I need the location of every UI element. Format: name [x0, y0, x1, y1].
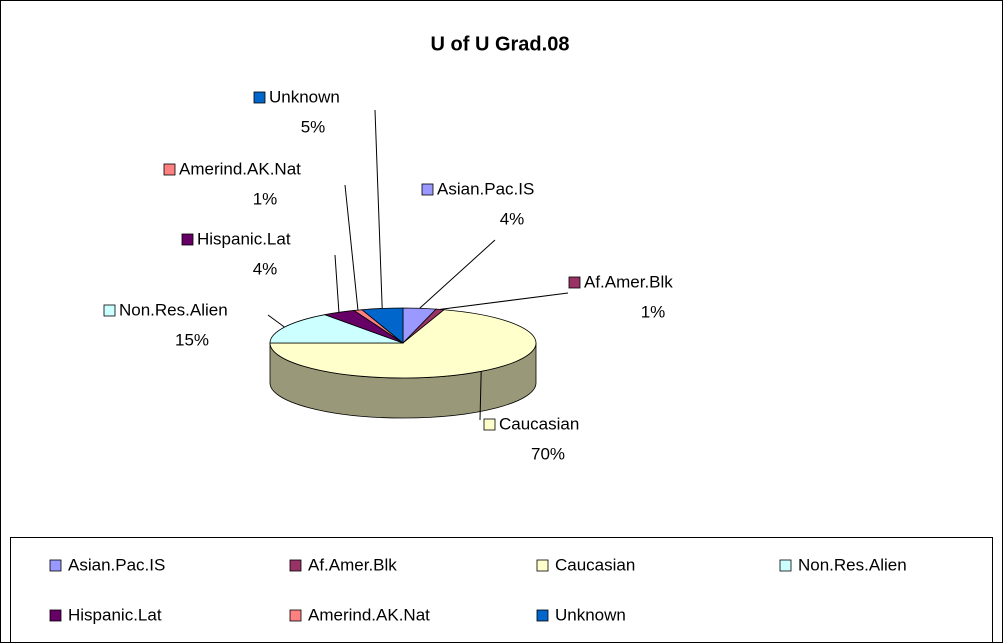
data-label-value: 15%: [175, 330, 209, 349]
legend-swatch: [779, 559, 792, 572]
data-label-value: 1%: [641, 302, 666, 321]
label-swatch: [568, 276, 581, 289]
legend-label: Caucasian: [555, 555, 635, 574]
slice: [269, 309, 537, 379]
data-label-name: Non.Res.Alien: [119, 300, 228, 319]
leader-line: [344, 184, 359, 311]
leader-line: [267, 314, 285, 328]
legend-label: Af.Amer.Blk: [308, 555, 397, 574]
legend-box: [10, 537, 993, 643]
data-label-value: 4%: [253, 259, 278, 278]
label-swatch: [163, 163, 176, 176]
legend-swatch: [49, 559, 62, 572]
legend-label: Asian.Pac.IS: [68, 555, 165, 574]
legend-swatch: [536, 559, 549, 572]
data-label-name: Amerind.AK.Nat: [179, 159, 301, 178]
data-label-name: Caucasian: [499, 414, 579, 433]
legend-label: Hispanic.Lat: [68, 605, 162, 624]
data-label-value: 1%: [253, 189, 278, 208]
leader-line: [419, 239, 496, 309]
label-swatch: [483, 418, 496, 431]
legend-swatch: [289, 559, 302, 572]
data-label-name: Hispanic.Lat: [197, 229, 291, 248]
label-swatch: [253, 91, 266, 104]
data-label-name: Unknown: [269, 87, 340, 106]
leader-line: [479, 371, 482, 421]
legend-swatch: [49, 609, 62, 622]
data-label-value: 70%: [531, 444, 565, 463]
legend-swatch: [289, 609, 302, 622]
data-label-value: 4%: [500, 209, 525, 228]
slice: [360, 307, 404, 344]
leader-line: [374, 109, 383, 309]
label-swatch: [103, 304, 116, 317]
leader-line: [440, 292, 569, 310]
data-label-name: Af.Amer.Blk: [584, 272, 673, 291]
data-label-name: Asian.Pac.IS: [437, 179, 534, 198]
legend-label: Amerind.AK.Nat: [308, 605, 430, 624]
legend-swatch: [536, 609, 549, 622]
label-swatch: [181, 233, 194, 246]
chart-title: U of U Grad.08: [431, 33, 570, 55]
label-swatch: [421, 183, 434, 196]
legend-label: Unknown: [555, 605, 626, 624]
data-label-value: 5%: [301, 117, 326, 136]
leader-line: [334, 254, 340, 313]
legend-label: Non.Res.Alien: [798, 555, 907, 574]
